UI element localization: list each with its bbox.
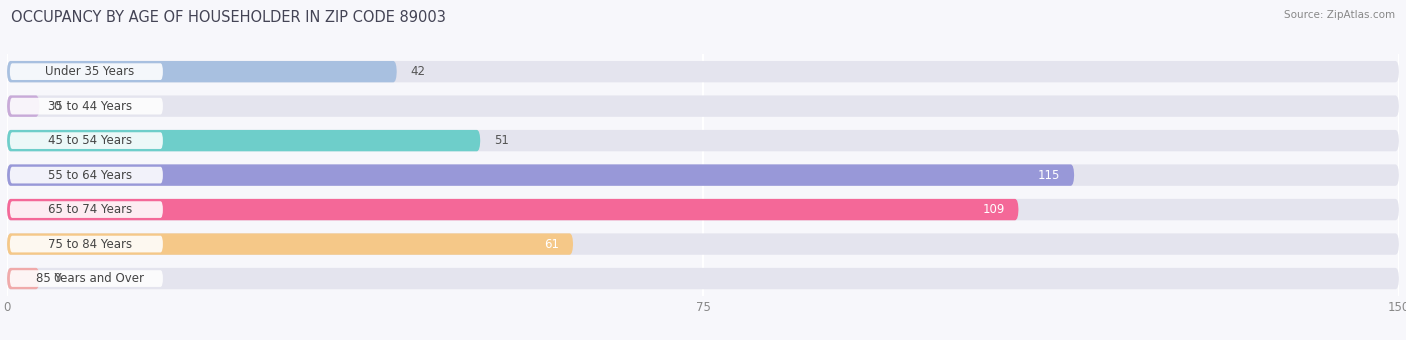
Text: 0: 0 <box>53 272 60 285</box>
Text: Source: ZipAtlas.com: Source: ZipAtlas.com <box>1284 10 1395 20</box>
Text: 61: 61 <box>544 238 560 251</box>
Text: 75 to 84 Years: 75 to 84 Years <box>48 238 132 251</box>
FancyBboxPatch shape <box>7 165 1399 186</box>
Text: OCCUPANCY BY AGE OF HOUSEHOLDER IN ZIP CODE 89003: OCCUPANCY BY AGE OF HOUSEHOLDER IN ZIP C… <box>11 10 446 25</box>
Text: 115: 115 <box>1038 169 1060 182</box>
Text: 65 to 74 Years: 65 to 74 Years <box>48 203 132 216</box>
FancyBboxPatch shape <box>7 233 1399 255</box>
Text: 55 to 64 Years: 55 to 64 Years <box>48 169 132 182</box>
FancyBboxPatch shape <box>7 130 481 151</box>
Text: 45 to 54 Years: 45 to 54 Years <box>48 134 132 147</box>
FancyBboxPatch shape <box>7 96 1399 117</box>
FancyBboxPatch shape <box>7 165 1074 186</box>
Text: 85 Years and Over: 85 Years and Over <box>37 272 143 285</box>
FancyBboxPatch shape <box>10 270 163 287</box>
FancyBboxPatch shape <box>10 236 163 252</box>
FancyBboxPatch shape <box>10 201 163 218</box>
Text: 109: 109 <box>983 203 1004 216</box>
Text: 42: 42 <box>411 65 426 78</box>
FancyBboxPatch shape <box>10 63 163 80</box>
FancyBboxPatch shape <box>7 199 1018 220</box>
FancyBboxPatch shape <box>7 130 1399 151</box>
FancyBboxPatch shape <box>7 199 1399 220</box>
FancyBboxPatch shape <box>10 132 163 149</box>
FancyBboxPatch shape <box>7 268 1399 289</box>
FancyBboxPatch shape <box>7 61 396 82</box>
Text: 35 to 44 Years: 35 to 44 Years <box>48 100 132 113</box>
FancyBboxPatch shape <box>10 167 163 184</box>
FancyBboxPatch shape <box>7 96 39 117</box>
FancyBboxPatch shape <box>7 233 574 255</box>
FancyBboxPatch shape <box>7 61 1399 82</box>
FancyBboxPatch shape <box>7 268 39 289</box>
Text: 51: 51 <box>495 134 509 147</box>
Text: 0: 0 <box>53 100 60 113</box>
Text: Under 35 Years: Under 35 Years <box>45 65 135 78</box>
FancyBboxPatch shape <box>10 98 163 115</box>
